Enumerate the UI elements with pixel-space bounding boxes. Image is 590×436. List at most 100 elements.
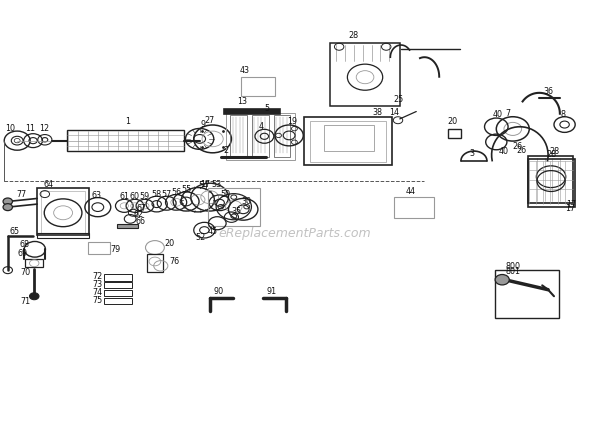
Bar [88, 242, 110, 254]
Circle shape [495, 275, 509, 285]
Text: 91: 91 [267, 286, 277, 296]
Bar [208, 187, 260, 226]
Text: 20: 20 [448, 117, 458, 126]
Text: 64: 64 [44, 180, 54, 189]
Text: 54: 54 [198, 181, 208, 190]
Text: 28: 28 [549, 147, 559, 157]
Text: 50: 50 [221, 191, 231, 199]
Bar [225, 113, 295, 160]
Text: 7: 7 [506, 109, 510, 118]
Bar [67, 130, 184, 151]
Text: 28: 28 [546, 150, 557, 160]
Text: 44: 44 [405, 187, 415, 197]
Bar [117, 224, 138, 228]
Text: 30: 30 [242, 197, 252, 206]
Text: 12: 12 [39, 124, 50, 133]
Text: 801: 801 [505, 266, 520, 276]
Text: 57: 57 [162, 190, 172, 198]
Text: 40: 40 [493, 110, 503, 119]
Text: 26: 26 [517, 146, 527, 155]
Bar [274, 116, 290, 157]
Bar [330, 43, 400, 106]
Bar [324, 125, 375, 150]
Text: 4: 4 [258, 122, 263, 131]
Bar [310, 121, 386, 162]
Text: 61: 61 [119, 192, 129, 201]
Text: 70: 70 [20, 268, 31, 277]
Text: 13: 13 [237, 97, 247, 106]
Text: 90: 90 [214, 286, 224, 296]
Bar [104, 275, 132, 281]
Text: 800: 800 [505, 262, 520, 271]
Text: 59: 59 [140, 192, 150, 201]
Text: 75: 75 [93, 296, 103, 305]
Bar [448, 129, 461, 139]
Text: 79: 79 [110, 245, 120, 254]
Text: 3: 3 [469, 149, 474, 158]
Text: 66: 66 [136, 217, 146, 226]
Text: 2: 2 [223, 146, 228, 155]
Text: 38: 38 [372, 108, 382, 117]
Bar [41, 191, 86, 233]
Text: 67: 67 [137, 204, 147, 213]
Bar [495, 270, 559, 318]
Text: 74: 74 [93, 288, 103, 297]
Text: 56: 56 [171, 188, 181, 198]
Text: 58: 58 [151, 190, 161, 198]
Text: 69: 69 [18, 249, 28, 258]
Text: 77: 77 [16, 190, 27, 198]
Text: 35: 35 [231, 207, 241, 216]
Text: 53: 53 [211, 180, 221, 189]
Text: 76: 76 [169, 257, 179, 266]
Bar [394, 197, 434, 218]
Text: 28: 28 [349, 31, 359, 40]
Text: 43: 43 [240, 66, 250, 75]
Circle shape [30, 293, 39, 300]
Text: 11: 11 [25, 124, 35, 133]
Text: 72: 72 [93, 272, 103, 281]
Bar [37, 233, 89, 238]
Text: 60: 60 [130, 192, 140, 201]
Bar [224, 109, 280, 114]
Text: 68: 68 [19, 239, 30, 249]
Text: 14: 14 [389, 108, 399, 117]
Text: 17: 17 [201, 180, 211, 189]
Circle shape [3, 204, 12, 211]
Text: eReplacementParts.com: eReplacementParts.com [219, 227, 371, 240]
Text: 45: 45 [208, 227, 218, 235]
Text: 40: 40 [499, 147, 509, 157]
Bar [304, 117, 392, 165]
Text: 55: 55 [182, 185, 192, 194]
Text: 26: 26 [513, 142, 523, 151]
Bar [104, 298, 132, 304]
Bar [25, 259, 43, 267]
Text: 17: 17 [565, 204, 575, 213]
Text: 5: 5 [264, 104, 269, 113]
Circle shape [3, 198, 12, 205]
Text: 27: 27 [204, 116, 214, 125]
Text: 62: 62 [134, 210, 144, 219]
Text: 17: 17 [566, 200, 576, 208]
Bar [37, 188, 89, 235]
Bar [104, 290, 132, 296]
Bar [252, 116, 268, 157]
Text: 36: 36 [543, 88, 553, 96]
Text: 8: 8 [561, 110, 566, 119]
Text: 1: 1 [124, 117, 130, 126]
Bar [527, 159, 575, 207]
Text: 25: 25 [393, 95, 403, 104]
Text: 9: 9 [201, 119, 206, 129]
Text: 63: 63 [91, 191, 101, 200]
Bar [230, 116, 247, 157]
Text: 71: 71 [20, 297, 31, 306]
Bar [104, 283, 132, 288]
Text: 73: 73 [93, 280, 103, 289]
Text: 10: 10 [5, 124, 15, 133]
Text: 52: 52 [196, 233, 206, 242]
Text: 20: 20 [164, 238, 174, 248]
Text: 19: 19 [287, 117, 297, 126]
Bar [527, 156, 573, 203]
Bar [147, 254, 163, 272]
Bar [241, 77, 275, 96]
Text: 65: 65 [10, 227, 20, 235]
